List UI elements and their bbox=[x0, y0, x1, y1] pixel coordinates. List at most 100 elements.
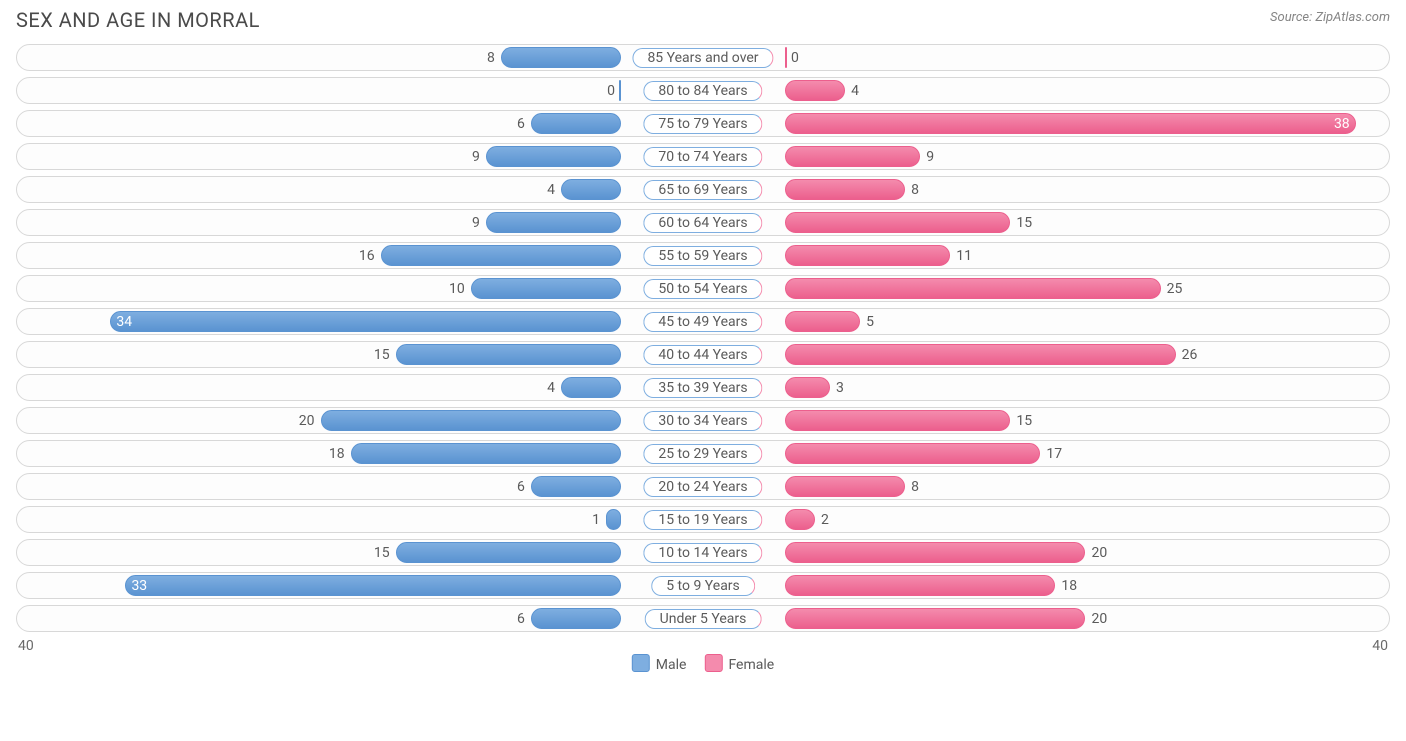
age-label-pill: Under 5 Years bbox=[645, 609, 762, 629]
age-label-pill: 75 to 79 Years bbox=[643, 114, 762, 134]
age-label-pill: 15 to 19 Years bbox=[643, 510, 762, 530]
female-half: 15 bbox=[703, 212, 1386, 233]
male-half: 1 bbox=[20, 509, 703, 530]
age-label-pill: 25 to 29 Years bbox=[643, 444, 762, 464]
age-label-pill: 20 to 24 Years bbox=[643, 477, 762, 497]
age-label-pill: 35 to 39 Years bbox=[643, 378, 762, 398]
female-value: 11 bbox=[956, 248, 972, 264]
male-value: 6 bbox=[517, 611, 525, 627]
male-value: 4 bbox=[547, 380, 555, 396]
female-bar bbox=[785, 575, 1055, 596]
female-bar bbox=[785, 542, 1086, 563]
female-bar bbox=[785, 113, 1356, 134]
age-label-pill: 50 to 54 Years bbox=[643, 279, 762, 299]
female-value: 9 bbox=[926, 149, 934, 165]
male-bar bbox=[501, 47, 621, 68]
female-value: 2 bbox=[821, 512, 829, 528]
pyramid-row: 10 2550 to 54 Years bbox=[16, 275, 1390, 302]
pyramid-row: 152640 to 44 Years bbox=[16, 341, 1390, 368]
male-value: 9 bbox=[472, 149, 480, 165]
male-half: 34 bbox=[20, 311, 703, 332]
legend-female-label: Female bbox=[728, 657, 774, 673]
female-bar bbox=[785, 344, 1176, 365]
male-bar bbox=[606, 509, 621, 530]
male-bar bbox=[351, 443, 621, 464]
female-value: 17 bbox=[1046, 446, 1062, 462]
male-value: 6 bbox=[517, 479, 525, 495]
female-bar bbox=[785, 443, 1040, 464]
female-half: 9 bbox=[703, 146, 1386, 167]
legend-male-label: Male bbox=[656, 657, 687, 673]
male-value: 4 bbox=[547, 182, 555, 198]
female-bar bbox=[785, 311, 860, 332]
female-half: 20 bbox=[703, 542, 1386, 563]
male-value: 0 bbox=[607, 83, 615, 99]
legend-female: Female bbox=[704, 654, 774, 673]
male-half: 20 bbox=[20, 410, 703, 431]
legend-male: Male bbox=[632, 654, 687, 673]
female-half: 2 bbox=[703, 509, 1386, 530]
male-half: 4 bbox=[20, 179, 703, 200]
male-value: 8 bbox=[487, 50, 495, 66]
female-half: 15 bbox=[703, 410, 1386, 431]
age-label-pill: 55 to 59 Years bbox=[643, 246, 762, 266]
male-bar bbox=[486, 146, 621, 167]
pyramid-row: 0 4 80 to 84 Years bbox=[16, 77, 1390, 104]
age-label-pill: 45 to 49 Years bbox=[643, 312, 762, 332]
pyramid-row: 1 2 15 to 19 Years bbox=[16, 506, 1390, 533]
male-half: 0 bbox=[20, 80, 703, 101]
male-half: 18 bbox=[20, 443, 703, 464]
pyramid-row: 161155 to 59 Years bbox=[16, 242, 1390, 269]
female-half: 17 bbox=[703, 443, 1386, 464]
male-half: 8 bbox=[20, 47, 703, 68]
male-value: 10 bbox=[449, 281, 465, 297]
female-half: 8 bbox=[703, 179, 1386, 200]
female-value: 3 bbox=[836, 380, 844, 396]
age-label-pill: 30 to 34 Years bbox=[643, 411, 762, 431]
pyramid-row: 152010 to 14 Years bbox=[16, 539, 1390, 566]
age-label-pill: 65 to 69 Years bbox=[643, 180, 762, 200]
female-value: 20 bbox=[1091, 611, 1107, 627]
male-bar bbox=[321, 410, 622, 431]
female-half: 0 bbox=[703, 47, 1386, 68]
axis-max-right: 40 bbox=[1372, 638, 1388, 654]
female-bar bbox=[785, 410, 1010, 431]
source-name: ZipAtlas.com bbox=[1315, 10, 1390, 25]
male-bar bbox=[381, 245, 621, 266]
male-value: 9 bbox=[472, 215, 480, 231]
female-value: 26 bbox=[1182, 347, 1198, 363]
chart-title: SEX AND AGE IN MORRAL bbox=[16, 8, 260, 32]
pyramid-row: 8085 Years and over bbox=[16, 44, 1390, 71]
pyramid-row: 20 15 30 to 34 Years bbox=[16, 407, 1390, 434]
male-value: 15 bbox=[374, 545, 390, 561]
female-half: 25 bbox=[703, 278, 1386, 299]
female-half: 5 bbox=[703, 311, 1386, 332]
male-bar bbox=[125, 575, 621, 596]
male-half: 15 bbox=[20, 344, 703, 365]
female-half: 3 bbox=[703, 377, 1386, 398]
male-half: 6 bbox=[20, 476, 703, 497]
age-label-pill: 80 to 84 Years bbox=[643, 81, 762, 101]
male-bar bbox=[486, 212, 621, 233]
male-bar bbox=[396, 542, 621, 563]
pyramid-row: 33185 to 9 Years bbox=[16, 572, 1390, 599]
pyramid-row: 4 8 65 to 69 Years bbox=[16, 176, 1390, 203]
female-half: 4 bbox=[703, 80, 1386, 101]
female-value: 15 bbox=[1016, 413, 1032, 429]
female-half: 20 bbox=[703, 608, 1386, 629]
female-half: 26 bbox=[703, 344, 1386, 365]
pyramid-row: 6 8 20 to 24 Years bbox=[16, 473, 1390, 500]
female-value: 8 bbox=[911, 182, 919, 198]
female-value: 4 bbox=[851, 83, 859, 99]
male-value: 33 bbox=[131, 578, 147, 594]
pyramid-row: 34545 to 49 Years bbox=[16, 308, 1390, 335]
female-bar bbox=[785, 47, 787, 68]
female-value: 8 bbox=[911, 479, 919, 495]
female-bar bbox=[785, 146, 920, 167]
axis-labels: 40 40 bbox=[16, 638, 1390, 654]
legend-swatch-female bbox=[704, 654, 722, 672]
male-bar bbox=[471, 278, 621, 299]
chart-source: Source: ZipAtlas.com bbox=[1270, 10, 1390, 25]
female-half: 38 bbox=[703, 113, 1386, 134]
female-bar bbox=[785, 245, 950, 266]
